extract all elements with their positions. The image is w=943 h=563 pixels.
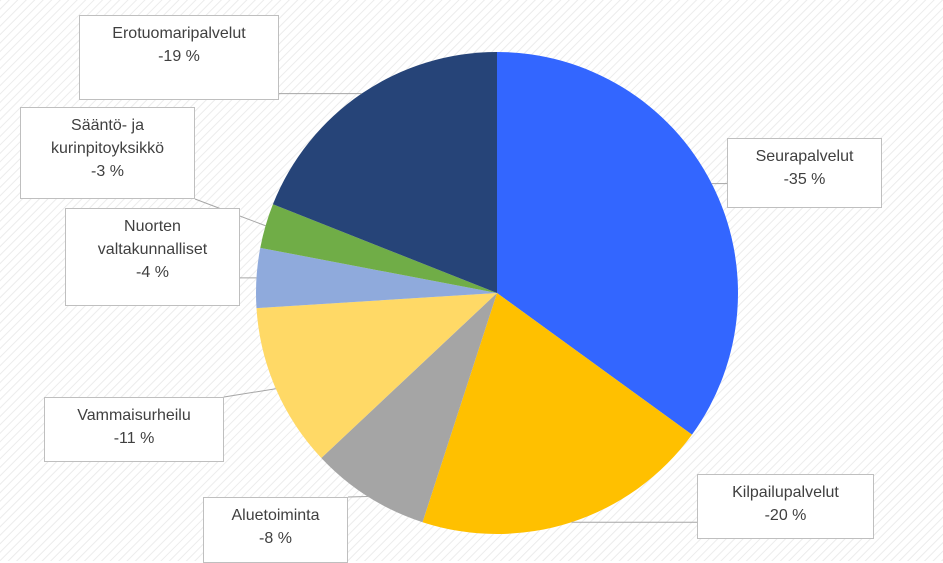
data-label: Erotuomaripalvelut -19 % xyxy=(79,15,279,100)
data-label: Seurapalvelut -35 % xyxy=(727,138,882,208)
value-label: -4 % xyxy=(136,264,169,281)
data-label: Aluetoiminta -8 % xyxy=(203,497,348,563)
data-label: Nuorten valtakunnalliset -4 % xyxy=(65,208,240,306)
leader-line xyxy=(347,495,368,498)
pie-slice xyxy=(497,52,738,435)
category-label: Sääntö- ja kurinpitoyksikkö xyxy=(51,117,164,157)
category-label: Seurapalvelut xyxy=(755,148,854,165)
pie-slice xyxy=(272,52,497,293)
category-label: Aluetoiminta xyxy=(231,507,320,524)
pie-slice xyxy=(422,293,692,535)
value-label: -35 % xyxy=(783,171,826,188)
value-label: -20 % xyxy=(764,507,807,524)
leader-line xyxy=(223,388,276,398)
pie-slice xyxy=(256,293,497,458)
data-label: Kilpailupalvelut -20 % xyxy=(697,474,874,539)
value-label: -8 % xyxy=(259,530,292,547)
pie-slice xyxy=(255,247,497,309)
data-label: Vammaisurheilu -11 % xyxy=(44,397,224,462)
pie-slice xyxy=(321,293,497,523)
value-label: -11 % xyxy=(113,430,155,447)
category-label: Erotuomaripalvelut xyxy=(112,25,246,42)
category-label: Kilpailupalvelut xyxy=(732,484,839,501)
value-label: -19 % xyxy=(158,48,200,65)
category-label: Vammaisurheilu xyxy=(77,407,191,424)
pie-slice xyxy=(260,204,497,293)
data-label: Sääntö- ja kurinpitoyksikkö -3 % xyxy=(20,107,195,199)
category-label: Nuorten valtakunnalliset xyxy=(97,218,208,258)
value-label: -3 % xyxy=(91,163,124,180)
